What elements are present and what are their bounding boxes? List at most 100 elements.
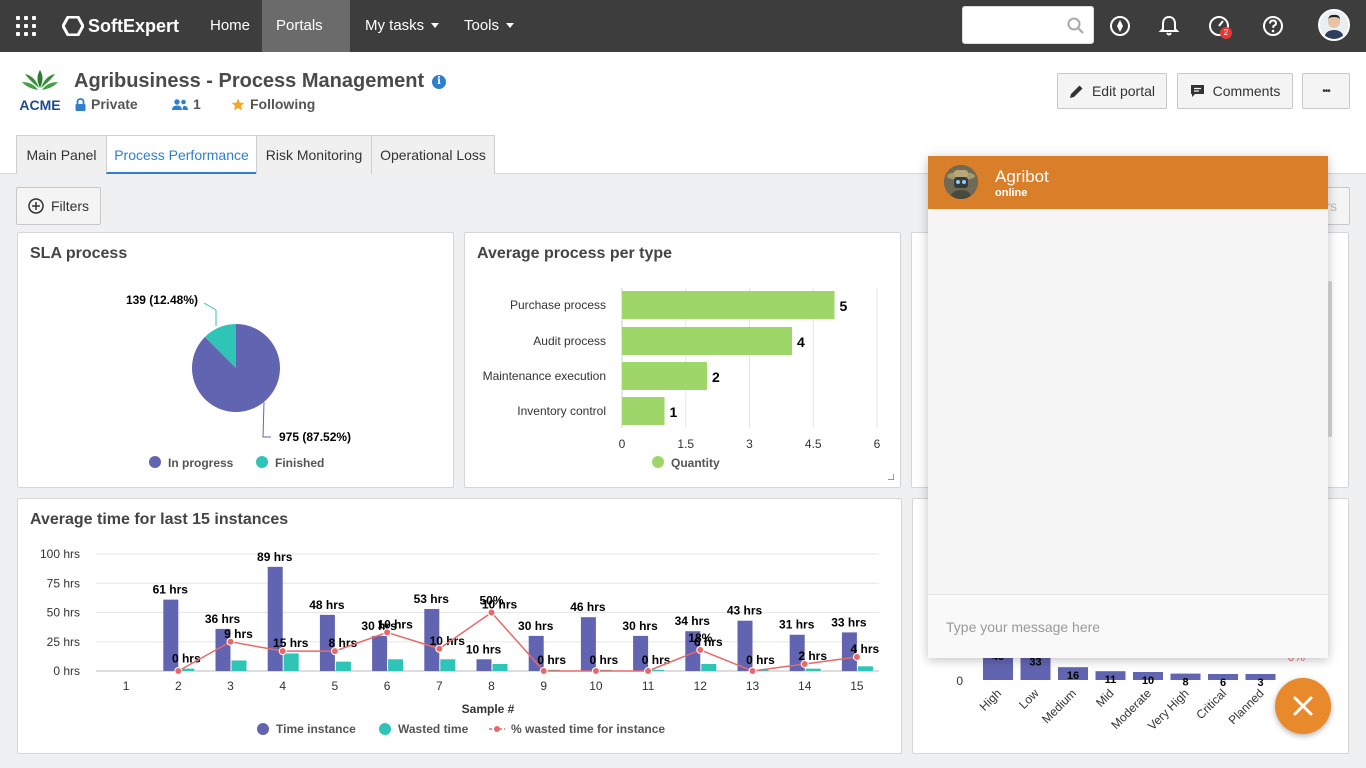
time-instance-label: 53 hrs bbox=[414, 592, 450, 606]
legend-marker-in-progress bbox=[149, 456, 161, 468]
legend-finished: Finished bbox=[275, 456, 324, 470]
chatbot-header: Agribot online bbox=[928, 156, 1328, 209]
legend-marker-percent bbox=[494, 726, 500, 732]
percent-wasted-point bbox=[435, 644, 444, 653]
nav-my-tasks-label: My tasks bbox=[365, 17, 425, 34]
tab-operational-loss-label: Operational Loss bbox=[380, 147, 486, 163]
robot-farmer-icon bbox=[944, 165, 978, 199]
filters-button[interactable]: Filters bbox=[16, 187, 101, 225]
risk-bar-label: 11 bbox=[1105, 674, 1117, 686]
search-icon[interactable] bbox=[1067, 17, 1085, 35]
privacy-label: Private bbox=[91, 96, 138, 112]
nav-my-tasks[interactable]: My tasks bbox=[351, 0, 453, 52]
risk-bar-label: 6 bbox=[1220, 677, 1226, 689]
gauge-icon[interactable] bbox=[1207, 14, 1231, 38]
bell-icon[interactable] bbox=[1157, 14, 1181, 38]
risk-bar-planned bbox=[1245, 674, 1276, 680]
close-chat-button[interactable] bbox=[1275, 678, 1331, 734]
risk-bar-label: 10 bbox=[1142, 675, 1154, 687]
nav-home[interactable]: Home bbox=[196, 0, 264, 52]
time-instance-bar bbox=[789, 634, 805, 671]
privacy-status: Private bbox=[75, 96, 138, 112]
risk-bar-medium bbox=[1058, 667, 1088, 680]
percent-wasted-point bbox=[852, 652, 861, 661]
tab-process-performance[interactable]: Process Performance bbox=[106, 135, 257, 174]
time-instance-bar bbox=[685, 631, 701, 671]
time-instance-label: 61 hrs bbox=[153, 583, 189, 597]
brand-name: SoftExpert bbox=[88, 15, 180, 36]
tab-operational-loss[interactable]: Operational Loss bbox=[371, 135, 495, 174]
x-tick-label: 1.5 bbox=[677, 437, 694, 451]
x-tick-label: High bbox=[977, 686, 1004, 713]
members-label: 1 bbox=[193, 96, 201, 112]
wasted-time-bar bbox=[857, 666, 873, 671]
sla-pie-chart: 139 (12.48%) 975 (87.52%) In progress Finis… bbox=[126, 293, 351, 470]
percent-wasted-point bbox=[174, 667, 183, 675]
bar-data-label: 2 bbox=[712, 369, 720, 385]
time-instance-bar bbox=[372, 635, 388, 671]
acme-logo: ACME bbox=[19, 70, 61, 113]
tab-risk-monitoring[interactable]: Risk Monitoring bbox=[256, 135, 372, 174]
x-tick-label: 4 bbox=[279, 679, 286, 693]
wasted-time-bar bbox=[388, 659, 404, 671]
nav-tools[interactable]: Tools bbox=[450, 0, 528, 52]
risk-bar-label: 8 bbox=[1182, 677, 1188, 689]
wasted-time-label: 4 hrs bbox=[851, 642, 880, 656]
y-tick-label: Purchase process bbox=[510, 298, 606, 312]
softexpert-logo[interactable]: SoftExpert bbox=[62, 14, 179, 38]
tab-main-panel[interactable]: Main Panel bbox=[16, 135, 107, 174]
chevron-down-icon bbox=[431, 23, 440, 28]
search-input[interactable] bbox=[962, 6, 1094, 44]
info-icon[interactable]: i bbox=[432, 75, 446, 89]
resize-handle-icon[interactable] bbox=[888, 474, 894, 480]
wasted-time-bar bbox=[231, 660, 247, 671]
time-instance-bar bbox=[424, 608, 440, 671]
time-instance-bar bbox=[737, 620, 753, 671]
wasted-time-label: 2 hrs bbox=[798, 649, 827, 663]
user-avatar[interactable] bbox=[1318, 9, 1350, 41]
risk-bar-label: 33 bbox=[1029, 657, 1041, 669]
time-instance-bar bbox=[841, 632, 857, 671]
tab-main-panel-label: Main Panel bbox=[26, 147, 97, 163]
following-status[interactable]: Following bbox=[231, 96, 315, 112]
app-grid-icon[interactable] bbox=[16, 16, 36, 36]
risk-bar-very-high bbox=[1170, 673, 1201, 680]
nav-portals-label: Portals bbox=[276, 17, 323, 34]
edit-portal-button[interactable]: Edit portal bbox=[1057, 73, 1167, 109]
wasted-time-label: 0 hrs bbox=[746, 653, 775, 667]
chat-message-input[interactable]: Type your message here bbox=[928, 594, 1328, 658]
legend-quantity: Quantity bbox=[671, 456, 720, 470]
bar-data-label: 4 bbox=[797, 334, 805, 350]
comments-label: Comments bbox=[1212, 83, 1281, 99]
bot-name: Agribot bbox=[995, 167, 1049, 186]
percent-wasted-point bbox=[226, 637, 235, 646]
comments-button[interactable]: Comments bbox=[1177, 73, 1293, 109]
chat-scrollbar[interactable] bbox=[1328, 281, 1332, 437]
star-icon bbox=[231, 98, 245, 110]
legend-marker-finished bbox=[256, 456, 268, 468]
time-instance-bar bbox=[633, 635, 649, 671]
finished-leader-line bbox=[203, 302, 217, 326]
risk-bar-label: 3 bbox=[1257, 677, 1263, 689]
filters-label: Filters bbox=[50, 198, 90, 214]
percent-wasted-point bbox=[539, 667, 548, 675]
percent-wasted-point bbox=[696, 645, 705, 654]
nav-portals[interactable]: Portals bbox=[262, 0, 350, 80]
help-icon[interactable] bbox=[1261, 14, 1285, 38]
time-instance-label: 30 hrs bbox=[622, 619, 658, 633]
wasted-time-label: 0 hrs bbox=[172, 652, 201, 666]
x-tick-label: 11 bbox=[642, 679, 655, 693]
risk-bar-chart: 00%40High33Low16Medium11Mid10Moderate8Ve… bbox=[956, 648, 1305, 733]
compass-icon[interactable] bbox=[1108, 14, 1132, 38]
x-tick-label: 8 bbox=[488, 679, 495, 693]
members-count[interactable]: 1 bbox=[172, 96, 201, 112]
percent-wasted-point bbox=[278, 647, 287, 656]
legend-percent-wasted: % wasted time for instance bbox=[511, 722, 665, 736]
lock-icon bbox=[75, 97, 86, 111]
time-instance-bar bbox=[267, 566, 283, 671]
percent-wasted-label: 18% bbox=[688, 631, 712, 645]
time-instance-label: 33 hrs bbox=[831, 615, 867, 629]
plus-circle-icon bbox=[28, 198, 44, 214]
wasted-time-bar bbox=[440, 659, 456, 671]
more-options-button[interactable]: ••• bbox=[1302, 73, 1350, 109]
